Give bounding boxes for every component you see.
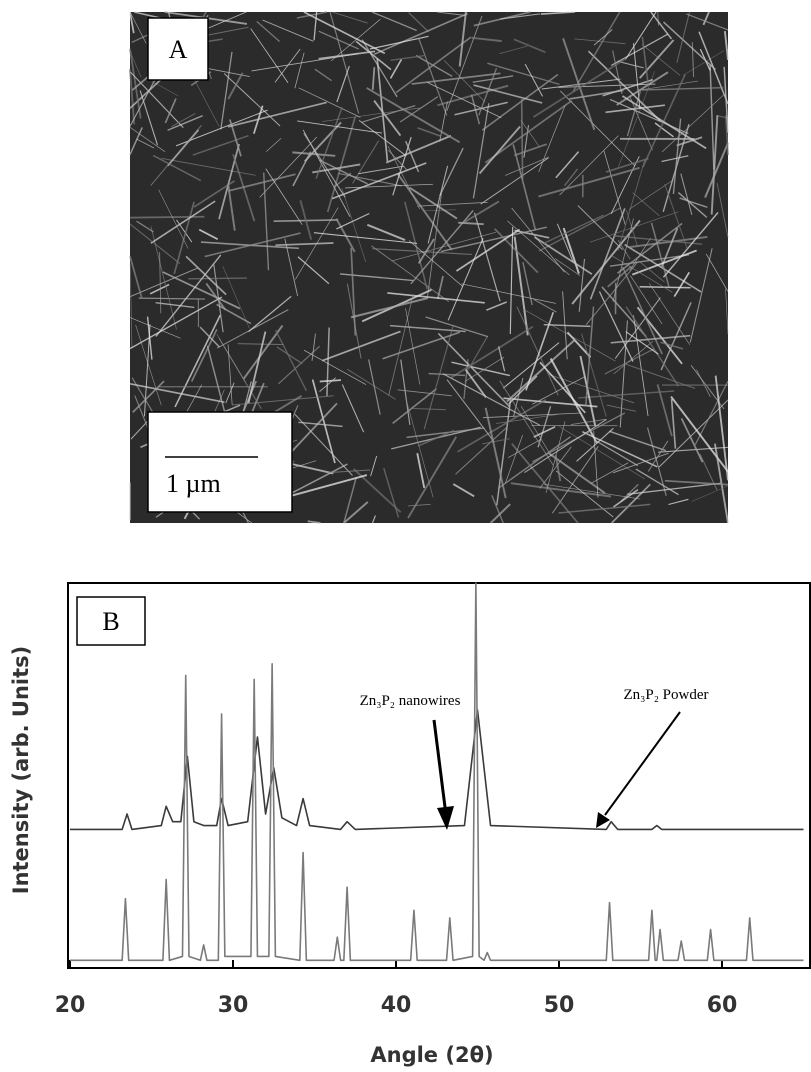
series-line	[70, 710, 804, 829]
panel-label: A	[169, 35, 188, 64]
plot-frame	[68, 583, 810, 968]
x-tick-label: 60	[707, 993, 738, 1018]
x-tick-label: 30	[218, 993, 249, 1018]
x-tick-label: 50	[544, 993, 575, 1018]
panel-label: B	[102, 607, 119, 636]
annotation: Zn₃P₂ nanowires	[360, 693, 461, 709]
y-axis-title: Intensity (arb. Units)	[9, 646, 33, 895]
arrow	[605, 712, 680, 815]
x-tick-label: 40	[381, 993, 412, 1018]
scale-bar-label: 1 µm	[166, 469, 221, 498]
x-axis-title: Angle (2θ)	[370, 1043, 493, 1067]
plot	[70, 583, 804, 968]
x-tick-label: 20	[55, 993, 86, 1018]
annotation: Zn₃P₂ Powder	[623, 687, 708, 703]
nanowire-texture	[522, 99, 523, 179]
figure: A 1 µm B Zn₃P₂ nanowires Zn₃P₂ Powder In…	[0, 0, 811, 1072]
nanowire-texture	[130, 217, 204, 218]
arrow	[434, 720, 446, 815]
series-line	[70, 583, 804, 960]
page: A 1 µm B Zn₃P₂ nanowires Zn₃P₂ Powder In…	[0, 0, 811, 1072]
nanowire-texture	[188, 278, 247, 279]
